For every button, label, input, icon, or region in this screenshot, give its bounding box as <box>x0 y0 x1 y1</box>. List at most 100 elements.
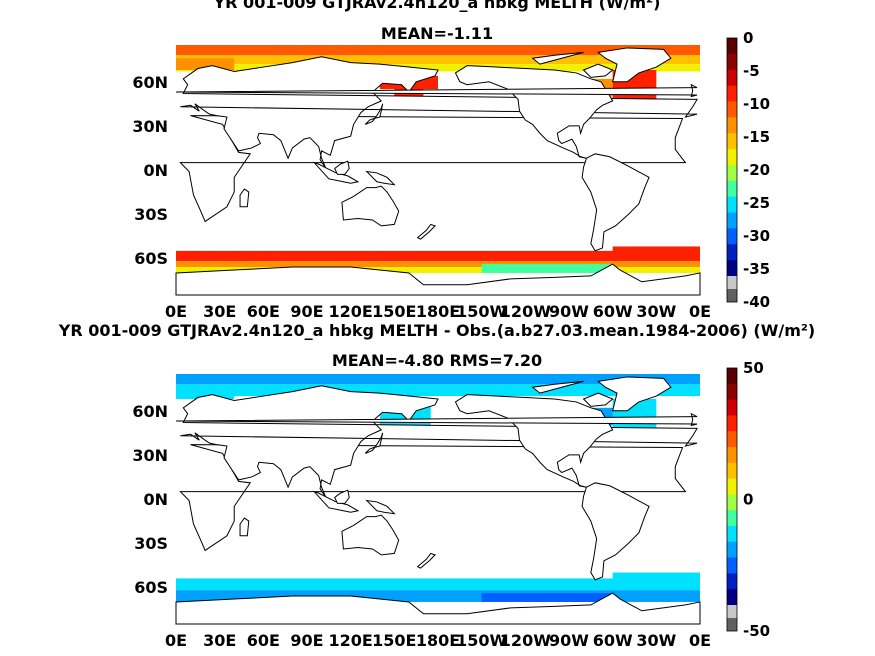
colorbar-tick-label: -5 <box>743 62 760 80</box>
coastline-south-america <box>581 482 650 581</box>
colorbar-segment <box>727 494 737 511</box>
coastline-japan <box>364 432 384 454</box>
colorbar-segment <box>727 244 737 261</box>
coastline-antarctica <box>175 592 701 625</box>
colorbar-segment <box>727 180 737 198</box>
x-tick-label: 0E <box>689 631 711 650</box>
colorbar-tick-label: 0 <box>743 491 753 509</box>
coastline-japan <box>364 103 384 125</box>
field-band <box>176 374 700 385</box>
colorbar-segment <box>727 196 737 214</box>
colorbar-segment <box>727 101 737 118</box>
colorbar-under-segment <box>727 605 737 618</box>
y-tick-label: 30S <box>134 534 168 553</box>
x-tick-label: 60E <box>247 631 280 650</box>
y-tick-label: 30S <box>134 205 168 224</box>
field-band <box>176 261 700 268</box>
coastline-indonesia <box>312 161 360 184</box>
colorbar-tick-label: -15 <box>743 128 770 146</box>
x-tick-label: 30W <box>636 631 676 650</box>
colorbar-segment <box>727 415 737 432</box>
panel-2-y-ticks: 60N 30N 0N 30S 60S <box>132 402 168 597</box>
colorbar-under-segment <box>727 618 737 631</box>
colorbar-segment <box>727 212 737 229</box>
x-tick-label: 30W <box>636 302 676 321</box>
x-tick-label: 90E <box>290 631 323 650</box>
y-tick-label: 0N <box>143 490 168 509</box>
coastline-new-zealand <box>416 223 437 240</box>
x-tick-label: 150E <box>372 631 416 650</box>
coastline-uk <box>175 83 698 98</box>
x-tick-label: 150W <box>456 302 507 321</box>
field-band <box>176 578 700 591</box>
coastline-antarctica <box>175 263 701 296</box>
y-tick-label: 0N <box>143 161 168 180</box>
colorbar-segment <box>727 462 737 480</box>
colorbar-frame <box>726 367 738 632</box>
colorbar-tick-label: -50 <box>743 622 770 640</box>
coastline-arctic-islands <box>531 380 584 394</box>
colorbar-segment <box>727 431 737 448</box>
coastline-baffin <box>582 63 614 78</box>
x-tick-label: 90W <box>549 631 589 650</box>
coastline-new-zealand <box>416 552 437 569</box>
colorbar-segment <box>727 85 737 102</box>
colorbar-segment <box>727 117 737 134</box>
x-tick-label: 0E <box>165 302 187 321</box>
colorbar-segment <box>727 38 737 55</box>
x-tick-label: 120W <box>500 302 551 321</box>
coastline-baffin <box>582 392 614 407</box>
colorbar-segment <box>727 260 737 277</box>
panel-1-colorbar: 0 -5 -10 -15 -20 -25 -30 -35 -40 <box>726 29 770 311</box>
coastline-australia <box>341 514 400 556</box>
colorbar-tick-label: 50 <box>743 359 764 377</box>
x-tick-label: 30E <box>203 631 236 650</box>
colorbar-segment <box>727 53 737 71</box>
field-band <box>481 593 613 602</box>
field-band <box>176 387 235 399</box>
x-tick-label: 90E <box>290 302 323 321</box>
colorbar-segment <box>727 478 737 495</box>
field-band <box>612 572 700 588</box>
x-tick-label: 90W <box>549 302 589 321</box>
colorbar-tick-label: -20 <box>743 161 770 179</box>
panel-2-subtitle: MEAN=-4.80 RMS=7.20 <box>332 351 542 370</box>
colorbar-segment <box>727 399 737 416</box>
coastline-greenland <box>596 47 672 83</box>
y-tick-label: 60S <box>134 249 168 268</box>
colorbar-tick-label: -30 <box>743 227 770 245</box>
colorbar-segment <box>727 526 737 543</box>
panel-2-title: YR 001-009 GTJRAv2.4n120_a hbkg MELTH - … <box>58 321 815 340</box>
coastline-australia <box>341 185 400 227</box>
panel-1-subtitle: MEAN=-1.11 <box>381 24 493 43</box>
x-tick-label: 30E <box>203 302 236 321</box>
field-band <box>176 267 700 273</box>
colorbar-segment <box>727 69 737 87</box>
coastline-indonesia <box>312 490 360 513</box>
coastline-borneo <box>334 489 350 504</box>
panel-2-coastlines <box>175 376 701 625</box>
colorbar-tick-label: -40 <box>743 293 770 311</box>
y-tick-label: 60N <box>132 73 168 92</box>
x-tick-label: 180E <box>416 302 460 321</box>
coastline-new-guinea <box>365 170 396 186</box>
x-tick-label: 120E <box>329 302 373 321</box>
x-tick-label: 180E <box>416 631 460 650</box>
x-tick-label: 150W <box>456 631 507 650</box>
field-band <box>176 45 700 56</box>
colorbar-segment <box>727 164 737 182</box>
field-band <box>176 58 235 70</box>
x-tick-label: 150E <box>372 302 416 321</box>
panel-1-title: YR 001-009 GTJRAv2.4n120_a hbkg MELTH (W… <box>213 0 661 12</box>
colorbar-frame <box>726 37 738 303</box>
coastline-south-america <box>581 153 650 252</box>
colorbar-tick-label: -10 <box>743 95 770 113</box>
colorbar-tick-label: 0 <box>743 29 753 47</box>
panel-1-map: 60N 30N 0N 30S 60S 0E 30E 60E 90E 120E 150E 180E15… <box>132 45 711 321</box>
x-tick-label: 60W <box>593 631 633 650</box>
colorbar-segment <box>727 133 737 150</box>
colorbar-tick-label: -35 <box>743 260 770 278</box>
